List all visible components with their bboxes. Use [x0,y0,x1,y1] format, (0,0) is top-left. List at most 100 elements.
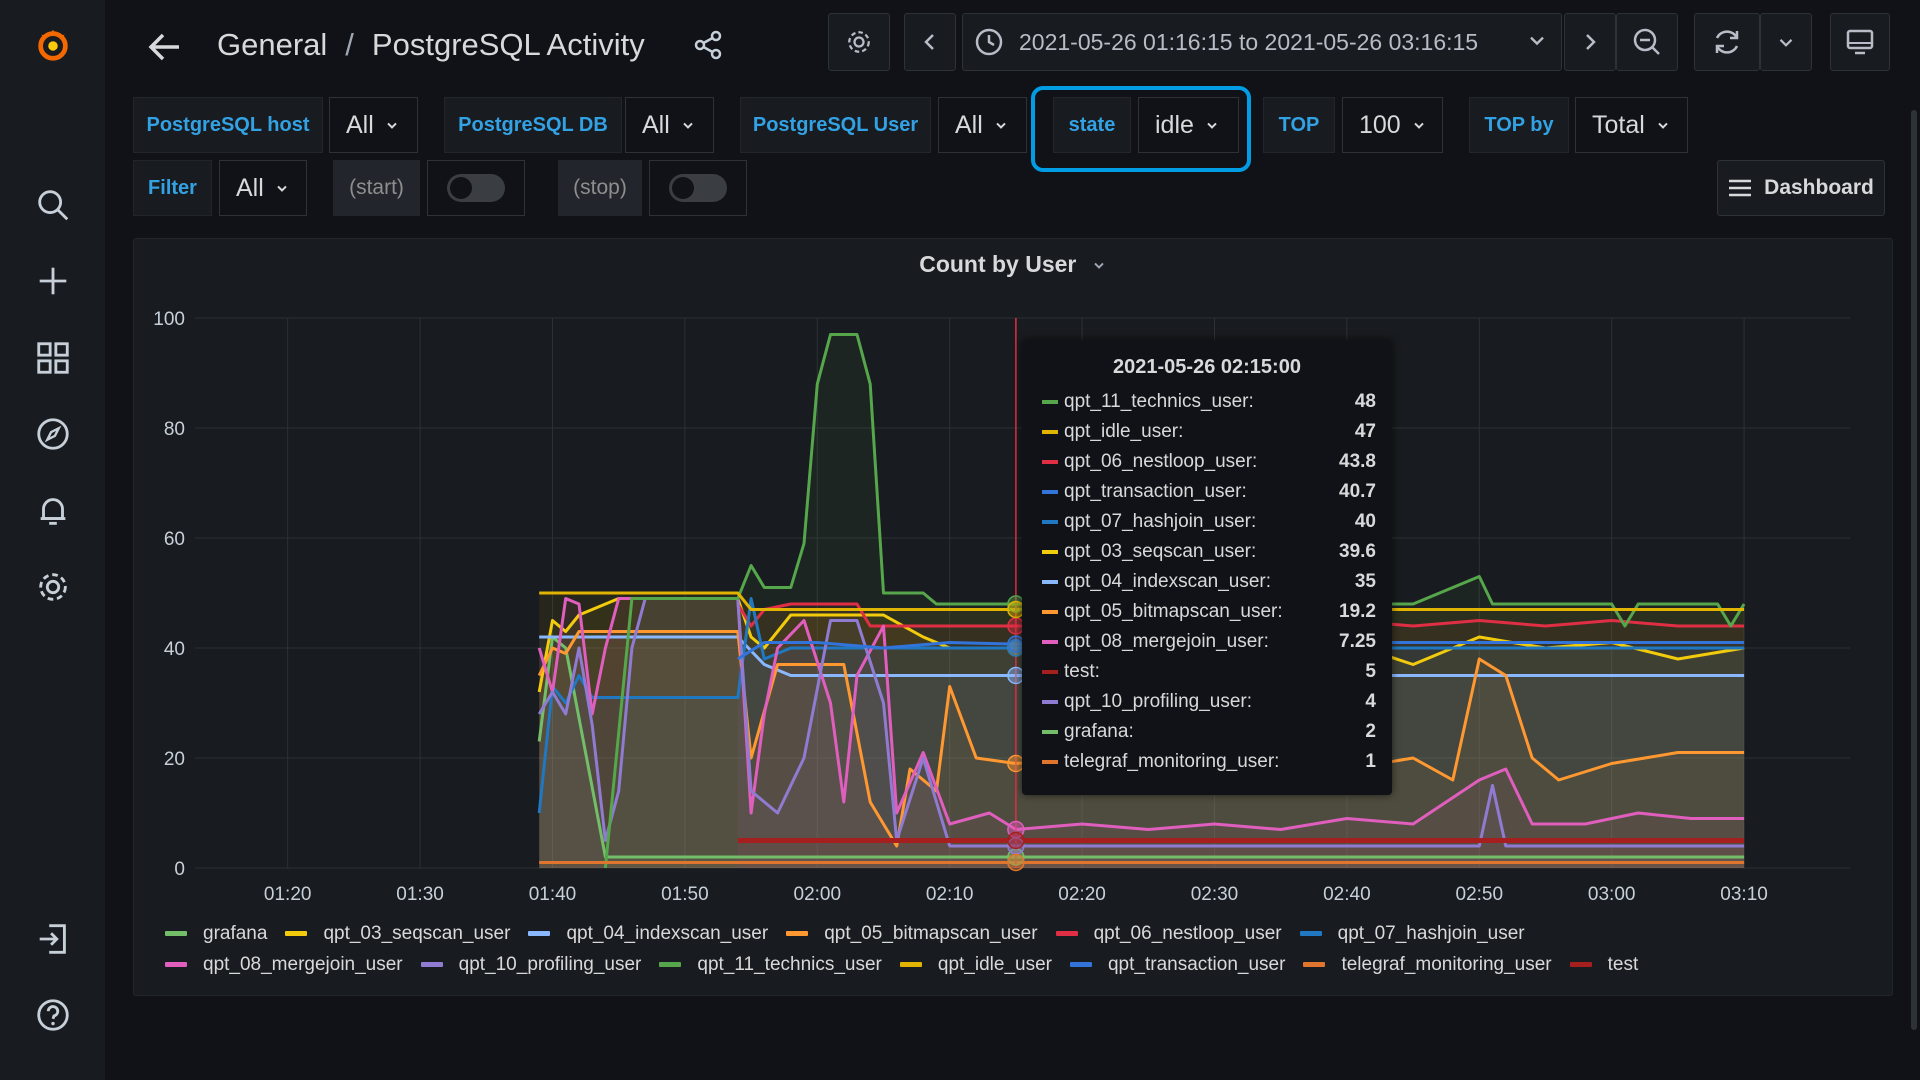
dashboard-title[interactable]: PostgreSQL Activity [371,27,645,62]
tooltip-swatch [1042,670,1058,674]
legend-item[interactable]: qpt_11_technics_user [659,954,882,976]
tooltip-series-value: 35 [1354,571,1376,592]
variable-select-user[interactable]: All [938,97,1027,153]
series-area-qpt_05_bitmapscan_user [539,631,1745,868]
legend-item[interactable]: qpt_07_hashjoin_user [1299,922,1525,945]
refresh-button[interactable] [1694,13,1760,71]
series-area-qpt_08_mergejoin_user [539,598,1745,868]
legend-item[interactable]: telegraf_monitoring_user [1303,954,1552,976]
variable-label-host: PostgreSQL host [133,97,323,153]
variable-select-filter[interactable]: All [219,160,307,216]
legend-swatch [285,931,308,936]
time-range-text: 2021-05-26 01:16:15 to 2021-05-26 03:16:… [1019,28,1479,55]
hamburger-icon [1728,178,1752,198]
chart-legend: grafana qpt_03_seqscan_user qpt_04_indexsc… [165,918,1865,980]
variable-select-db[interactable]: All [625,97,714,153]
legend-label: qpt_07_hashjoin_user [1337,922,1525,944]
legend-item[interactable]: test [1569,954,1638,976]
grafana-logo-icon[interactable] [28,20,78,70]
tooltip-series-name: qpt_transaction_user: [1064,481,1247,502]
refresh-icon [1715,30,1739,54]
dashboards-grid-icon[interactable] [28,333,78,383]
breadcrumb-folder[interactable]: General [217,27,328,62]
x-tick-label: 01:20 [264,884,312,905]
stop-toggle[interactable] [649,160,747,216]
tooltip-series-value: 5 [1365,661,1376,682]
tooltip-row: telegraf_monitoring_user: 1 [1022,747,1392,777]
share-icon[interactable] [688,22,728,68]
search-icon[interactable] [28,180,78,230]
legend-item[interactable]: qpt_08_mergejoin_user [165,954,403,976]
y-tick-label: 60 [164,529,185,550]
legend-swatch [659,962,682,967]
legend-swatch [165,962,187,967]
legend-item[interactable]: qpt_05_bitmapscan_user [786,922,1038,945]
chevron-down-icon [680,117,696,133]
legend-label: qpt_05_bitmapscan_user [824,922,1038,944]
tooltip-series-name: qpt_06_nestloop_user: [1064,451,1258,472]
explore-compass-icon[interactable] [28,409,78,459]
legend-item[interactable]: qpt_06_nestloop_user [1055,923,1282,945]
legend-swatch [165,931,187,936]
legend-item[interactable]: qpt_03_seqscan_user [285,923,510,945]
start-toggle[interactable] [427,160,525,216]
tooltip-series-value: 39.6 [1339,541,1376,562]
legend-swatch [420,962,443,967]
legend-swatch [1303,962,1326,967]
tooltip-row: qpt_idle_user: 47 [1022,417,1392,447]
stop-toggle-switch[interactable] [669,174,727,202]
chevron-down-icon [274,180,290,196]
legend-item[interactable]: grafana [165,923,267,945]
legend-item[interactable]: qpt_idle_user [899,953,1052,976]
variable-label-topby: TOP by [1469,97,1569,153]
legend-item[interactable]: qpt_10_profiling_user [420,954,641,976]
alerting-bell-icon[interactable] [28,486,78,536]
series-line-qpt_11_technics_user [603,333,1746,869]
x-tick-label: 02:40 [1323,884,1371,905]
back-arrow-icon[interactable] [140,22,190,72]
legend-swatch [528,931,551,936]
tooltip-swatch [1042,520,1058,524]
legend-label: qpt_03_seqscan_user [323,922,511,944]
variable-select-state[interactable]: idle [1138,97,1239,153]
tooltip-series-name: qpt_04_indexscan_user: [1064,571,1272,592]
dashboard-links-button[interactable]: Dashboard [1717,160,1885,216]
help-icon[interactable] [28,990,78,1040]
start-toggle-switch[interactable] [447,174,505,202]
legend-swatch [1569,962,1592,967]
tooltip-series-value: 43.8 [1339,451,1376,472]
variable-select-topby[interactable]: Total [1575,97,1688,153]
configuration-gear-icon[interactable] [28,562,78,612]
tooltip-row: qpt_04_indexscan_user: 35 [1022,567,1392,597]
variable-label-db: PostgreSQL DB [444,97,622,153]
tooltip-swatch [1042,550,1058,554]
refresh-interval-dropdown[interactable] [1760,13,1812,71]
time-range-picker[interactable]: 2021-05-26 01:16:15 to 2021-05-26 03:16:… [962,13,1562,71]
variable-select-top[interactable]: 100 [1342,97,1443,153]
legend-label: qpt_idle_user [937,953,1052,975]
variable-select-host[interactable]: All [329,97,418,153]
legend-item[interactable]: qpt_transaction_user [1069,954,1285,976]
tv-mode-button[interactable] [1830,13,1890,71]
variable-label-user: PostgreSQL User [740,97,931,153]
zoom-out-button[interactable] [1616,13,1678,71]
clock-icon [969,22,1009,62]
page-scrollbar[interactable] [1911,110,1917,1030]
legend-item[interactable]: qpt_04_indexscan_user [528,923,768,945]
monitor-icon [1846,29,1874,55]
dashboard-settings-button[interactable] [828,13,890,71]
variable-value-topby: Total [1592,110,1645,139]
legend-swatch [899,962,922,967]
y-tick-label: 40 [164,639,185,660]
sign-in-icon[interactable] [28,914,78,964]
legend-swatch [1069,962,1092,967]
time-shift-back-button[interactable] [904,13,956,71]
chart-tooltip: 2021-05-26 02:15:00 qpt_11_technics_user… [1022,340,1392,795]
gear-icon [848,31,870,53]
chevron-down-icon [1411,117,1427,133]
plus-icon[interactable] [28,256,78,306]
tooltip-series-name: qpt_11_technics_user: [1064,391,1254,412]
panel-title[interactable]: Count by User [134,251,1892,279]
tooltip-series-name: qpt_07_hashjoin_user: [1064,511,1257,532]
time-shift-forward-button[interactable] [1564,13,1616,71]
